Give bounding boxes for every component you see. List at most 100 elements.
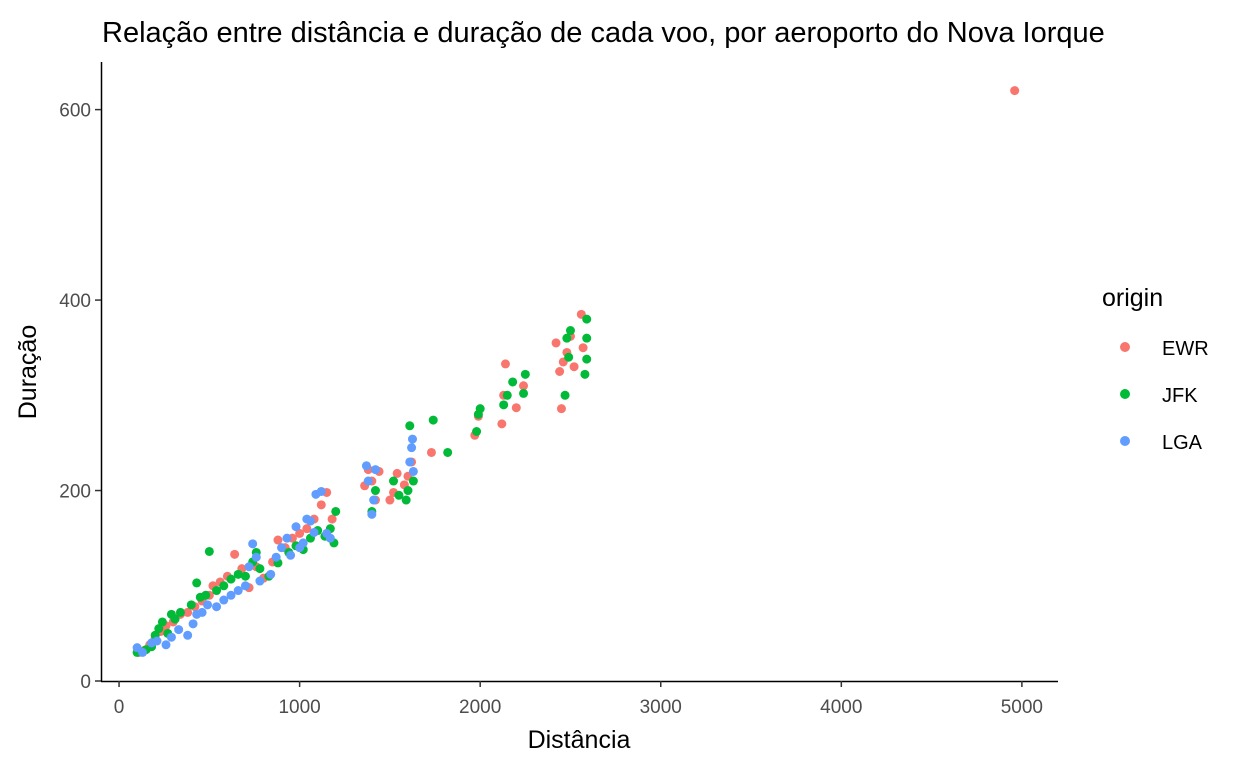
- data-point: [443, 447, 453, 457]
- y-tick-label: 0: [80, 672, 91, 693]
- data-point: [500, 359, 510, 369]
- y-tick-label: 400: [59, 291, 91, 312]
- data-point: [508, 377, 518, 387]
- data-point: [394, 490, 404, 500]
- data-point: [204, 546, 214, 556]
- data-point: [186, 600, 196, 610]
- data-point: [569, 362, 579, 372]
- data-point: [183, 607, 193, 617]
- data-point: [233, 569, 243, 579]
- data-point: [219, 581, 229, 591]
- data-point: [564, 352, 574, 362]
- data-point: [157, 617, 167, 627]
- data-point: [556, 404, 566, 414]
- legend-title: origin: [1102, 284, 1163, 312]
- data-point: [497, 419, 507, 429]
- x-axis-title: Distância: [528, 726, 631, 754]
- x-tick-label: 1000: [278, 697, 320, 718]
- data-point: [305, 516, 315, 526]
- data-point: [428, 415, 438, 425]
- data-point: [580, 369, 590, 379]
- data-point: [408, 466, 418, 476]
- data-point: [511, 403, 521, 413]
- data-point: [282, 533, 292, 543]
- data-point: [309, 527, 319, 537]
- x-tick-label: 2000: [459, 697, 501, 718]
- data-point: [389, 476, 399, 486]
- data-point: [233, 586, 243, 596]
- legend-label-jfk: JFK: [1162, 385, 1198, 407]
- data-point: [403, 486, 413, 496]
- data-point: [277, 543, 287, 553]
- data-point: [370, 465, 380, 475]
- data-point: [244, 562, 254, 572]
- data-point: [154, 624, 164, 634]
- data-point: [203, 600, 213, 610]
- data-point: [170, 614, 180, 624]
- data-point: [266, 569, 276, 579]
- data-point: [502, 390, 512, 400]
- x-tick-label: 0: [114, 697, 125, 718]
- data-point: [408, 476, 418, 486]
- legend-label-ewr: EWR: [1162, 338, 1209, 360]
- data-point: [363, 476, 373, 486]
- data-point: [174, 625, 184, 635]
- data-point: [370, 486, 380, 496]
- y-tick-label: 200: [59, 482, 91, 503]
- data-point: [302, 524, 312, 534]
- data-point: [138, 647, 148, 657]
- x-tick-label: 5000: [1001, 697, 1043, 718]
- series-lga: [132, 434, 418, 657]
- data-point: [152, 636, 162, 646]
- data-point: [407, 434, 417, 444]
- legend-items: EWR JFK LGA: [1120, 338, 1209, 454]
- data-point: [192, 578, 202, 588]
- data-points: [132, 86, 1020, 657]
- data-point: [226, 590, 236, 600]
- data-point: [385, 495, 395, 505]
- data-point: [255, 576, 265, 586]
- data-point: [405, 421, 415, 431]
- data-point: [519, 388, 529, 398]
- data-point: [316, 486, 326, 496]
- series-ewr: [134, 86, 1020, 657]
- data-point: [551, 338, 561, 348]
- data-point: [212, 602, 222, 612]
- data-point: [197, 607, 207, 617]
- data-point: [201, 590, 211, 600]
- data-point: [183, 630, 193, 640]
- data-point: [555, 367, 565, 376]
- data-point: [1010, 86, 1020, 96]
- data-point: [240, 571, 250, 581]
- data-point: [560, 390, 570, 400]
- data-point: [361, 461, 371, 471]
- data-point: [188, 619, 198, 629]
- data-point: [161, 640, 171, 650]
- data-point: [367, 509, 377, 519]
- data-point: [426, 447, 436, 457]
- data-point: [166, 632, 176, 642]
- data-point: [240, 581, 250, 591]
- data-point: [248, 539, 258, 549]
- data-point: [273, 535, 283, 545]
- data-point: [271, 552, 281, 562]
- data-point: [286, 550, 296, 560]
- data-point: [230, 549, 240, 559]
- data-point: [582, 314, 592, 324]
- data-point: [255, 564, 265, 574]
- data-point: [582, 354, 592, 364]
- data-point: [520, 369, 530, 379]
- data-point: [325, 533, 335, 543]
- x-axis-ticks: 0 1000 2000 3000 4000 5000: [114, 681, 1043, 718]
- data-point: [219, 595, 229, 605]
- data-point: [407, 443, 417, 453]
- data-point: [392, 468, 402, 478]
- data-point: [298, 538, 308, 548]
- data-point: [472, 426, 482, 436]
- y-tick-label: 600: [59, 101, 91, 122]
- data-point: [519, 381, 529, 391]
- data-point: [565, 326, 575, 336]
- legend-key-jfk: [1120, 389, 1130, 399]
- y-axis-title: Duração: [14, 325, 42, 420]
